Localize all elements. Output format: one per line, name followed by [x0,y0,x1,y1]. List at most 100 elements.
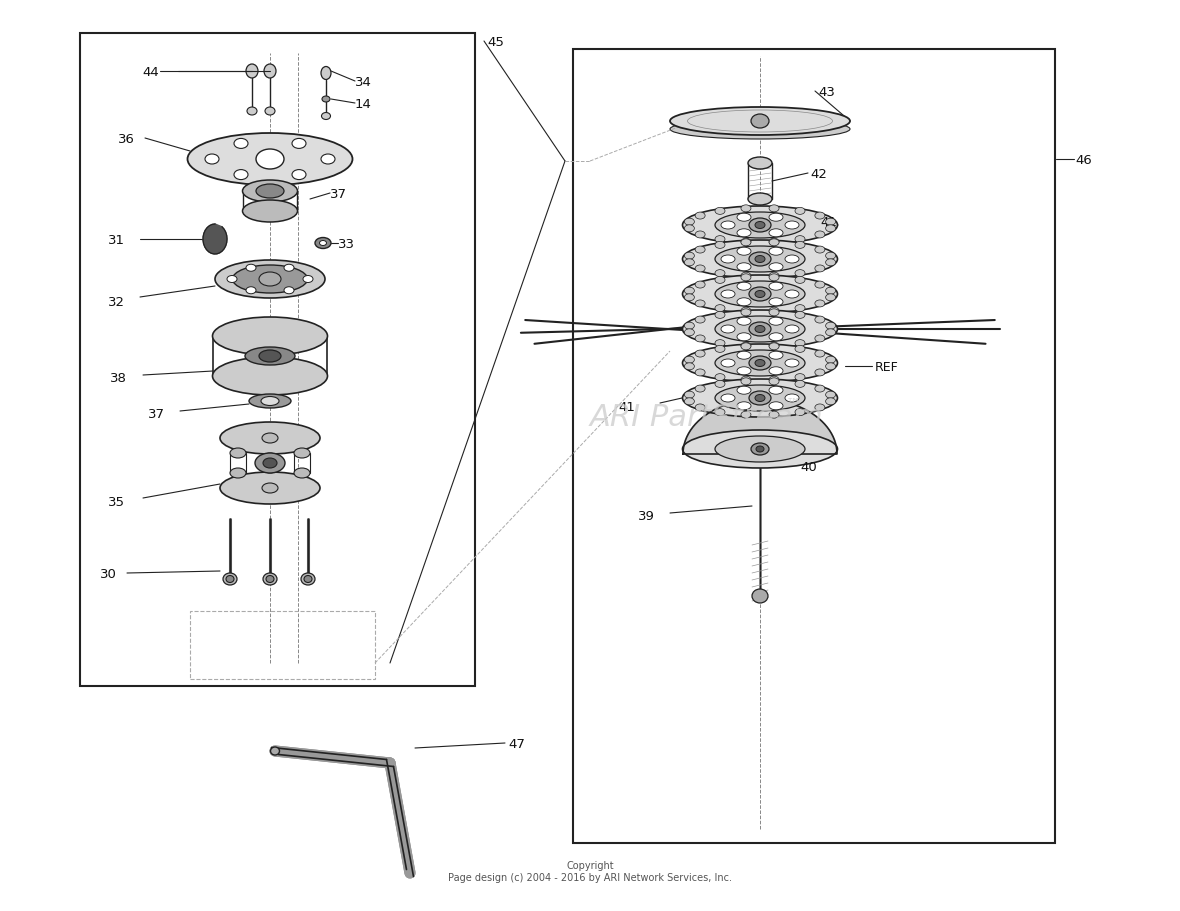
Ellipse shape [785,256,799,263]
Text: 38: 38 [110,371,127,384]
Ellipse shape [750,115,769,128]
Ellipse shape [815,317,825,323]
Ellipse shape [741,343,750,351]
Ellipse shape [738,214,750,222]
Ellipse shape [815,301,825,308]
Ellipse shape [749,252,771,267]
Ellipse shape [715,341,725,347]
Ellipse shape [738,333,750,342]
Text: 30: 30 [100,567,117,580]
Ellipse shape [695,266,706,272]
Ellipse shape [670,120,850,140]
Ellipse shape [266,576,274,583]
Ellipse shape [227,576,234,583]
Ellipse shape [785,221,799,230]
Ellipse shape [755,360,765,367]
Ellipse shape [262,454,278,464]
Ellipse shape [721,360,735,368]
Ellipse shape [230,448,245,458]
Ellipse shape [749,288,771,302]
Ellipse shape [815,231,825,239]
Ellipse shape [262,484,278,494]
Ellipse shape [795,409,805,416]
Text: 44: 44 [142,66,159,78]
Text: 14: 14 [355,97,372,110]
Ellipse shape [785,394,799,403]
Ellipse shape [301,573,315,586]
Ellipse shape [212,358,328,395]
Ellipse shape [755,326,765,333]
Ellipse shape [769,283,784,291]
Ellipse shape [769,403,784,410]
Ellipse shape [769,206,779,212]
Ellipse shape [738,299,750,306]
Text: REF: REF [876,360,899,374]
Ellipse shape [826,398,835,405]
Ellipse shape [769,377,779,384]
Ellipse shape [749,219,771,232]
Ellipse shape [682,207,838,245]
Ellipse shape [321,67,332,80]
Ellipse shape [670,107,850,136]
Ellipse shape [749,322,771,337]
Ellipse shape [748,158,772,169]
Ellipse shape [684,330,694,336]
Ellipse shape [785,291,799,299]
Ellipse shape [748,194,772,206]
Ellipse shape [294,448,310,458]
Ellipse shape [815,385,825,393]
Ellipse shape [769,214,784,222]
Ellipse shape [769,310,779,316]
Text: 34: 34 [355,76,372,88]
Ellipse shape [212,318,328,355]
Text: 46: 46 [1075,153,1092,167]
Ellipse shape [715,236,725,243]
Ellipse shape [826,322,835,330]
Ellipse shape [715,346,725,353]
Ellipse shape [245,265,256,272]
Text: 33: 33 [337,237,355,251]
Ellipse shape [219,423,320,455]
Ellipse shape [291,170,306,180]
Ellipse shape [695,335,706,343]
Ellipse shape [245,65,258,79]
Ellipse shape [188,134,353,186]
Ellipse shape [826,357,835,363]
Ellipse shape [769,343,779,351]
Ellipse shape [715,281,805,308]
Ellipse shape [234,139,248,149]
Ellipse shape [741,377,750,384]
Ellipse shape [264,65,276,79]
Ellipse shape [795,305,805,312]
Ellipse shape [795,341,805,347]
Ellipse shape [215,261,324,299]
Ellipse shape [815,370,825,376]
Ellipse shape [256,149,284,169]
Ellipse shape [755,222,765,230]
Ellipse shape [721,256,735,263]
Text: 35: 35 [109,495,125,508]
Ellipse shape [682,380,838,417]
Ellipse shape [795,312,805,319]
Ellipse shape [741,273,750,280]
Ellipse shape [785,360,799,368]
Ellipse shape [795,381,805,388]
Text: 41: 41 [820,215,837,229]
Ellipse shape [695,370,706,376]
Ellipse shape [769,263,784,271]
Ellipse shape [682,241,838,279]
Ellipse shape [684,253,694,260]
Ellipse shape [826,363,835,371]
Ellipse shape [815,351,825,358]
Ellipse shape [755,292,765,298]
Ellipse shape [815,335,825,343]
Text: 39: 39 [638,510,655,523]
Ellipse shape [715,247,805,272]
Ellipse shape [695,351,706,358]
Ellipse shape [684,226,694,232]
Text: Copyright
Page design (c) 2004 - 2016 by ARI Network Services, Inc.: Copyright Page design (c) 2004 - 2016 by… [448,860,732,882]
Ellipse shape [682,431,838,468]
Ellipse shape [695,213,706,220]
Ellipse shape [769,352,784,360]
Ellipse shape [270,747,280,755]
